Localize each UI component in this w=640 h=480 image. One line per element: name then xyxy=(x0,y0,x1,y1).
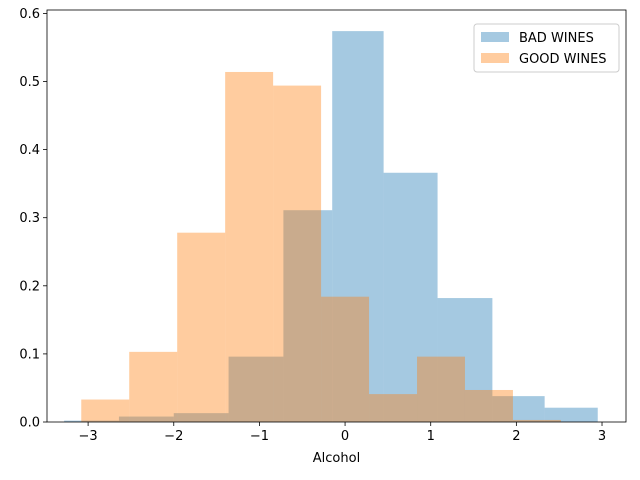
y-tick-label: 0.6 xyxy=(19,7,40,22)
y-tick-label: 0.1 xyxy=(19,347,40,362)
x-tick-label: 1 xyxy=(427,429,435,444)
histogram-bar xyxy=(81,399,130,422)
histogram-bar xyxy=(544,407,598,422)
histogram-bar xyxy=(64,420,119,422)
histogram-bar xyxy=(417,356,465,422)
histogram-bar xyxy=(177,232,226,422)
y-tick-label: 0.3 xyxy=(19,211,40,226)
histogram-bar xyxy=(383,172,438,422)
legend-swatch xyxy=(481,53,509,63)
legend-swatch xyxy=(481,32,509,42)
legend: BAD WINES GOOD WINES xyxy=(473,23,620,73)
axes-border xyxy=(46,9,627,423)
histogram-bar xyxy=(369,394,418,422)
y-tick-label: 0.4 xyxy=(19,143,40,158)
plot-bars xyxy=(64,31,598,422)
series-0-bars xyxy=(64,31,598,422)
y-axis: 0.0 0.1 0.2 0.3 0.4 0.5 0.6 xyxy=(19,7,47,431)
histogram-bar xyxy=(118,416,174,422)
histogram-bar xyxy=(228,356,284,422)
axes-frame xyxy=(46,9,627,423)
series-1-bars xyxy=(81,71,561,422)
x-tick-label: −2 xyxy=(164,429,183,444)
histogram-bar xyxy=(283,210,333,422)
x-tick-label: 3 xyxy=(598,429,606,444)
x-tick-label: −1 xyxy=(250,429,269,444)
x-tick-label: 2 xyxy=(512,429,520,444)
histogram-bar xyxy=(273,85,322,422)
legend-box xyxy=(473,23,620,73)
y-tick-label: 0.5 xyxy=(19,75,40,90)
x-tick-label: −3 xyxy=(79,429,98,444)
histogram-bar xyxy=(492,396,545,422)
x-axis-label: Alcohol xyxy=(313,451,360,466)
x-axis: −3 −2 −1 0 1 2 3 xyxy=(79,422,606,444)
legend-label: BAD WINES xyxy=(519,31,594,46)
histogram-bar xyxy=(129,351,178,422)
histogram-bar xyxy=(173,413,229,422)
y-tick-label: 0.0 xyxy=(19,416,40,431)
histogram-bar xyxy=(437,298,493,422)
histogram-bar xyxy=(332,31,384,422)
histogram-bar xyxy=(464,389,513,422)
histogram-bar xyxy=(321,296,370,422)
y-tick-label: 0.2 xyxy=(19,279,40,294)
x-tick-label: 0 xyxy=(341,429,349,444)
histogram-bar xyxy=(225,71,274,422)
histogram-bar xyxy=(512,419,561,422)
legend-label: GOOD WINES xyxy=(519,52,607,67)
